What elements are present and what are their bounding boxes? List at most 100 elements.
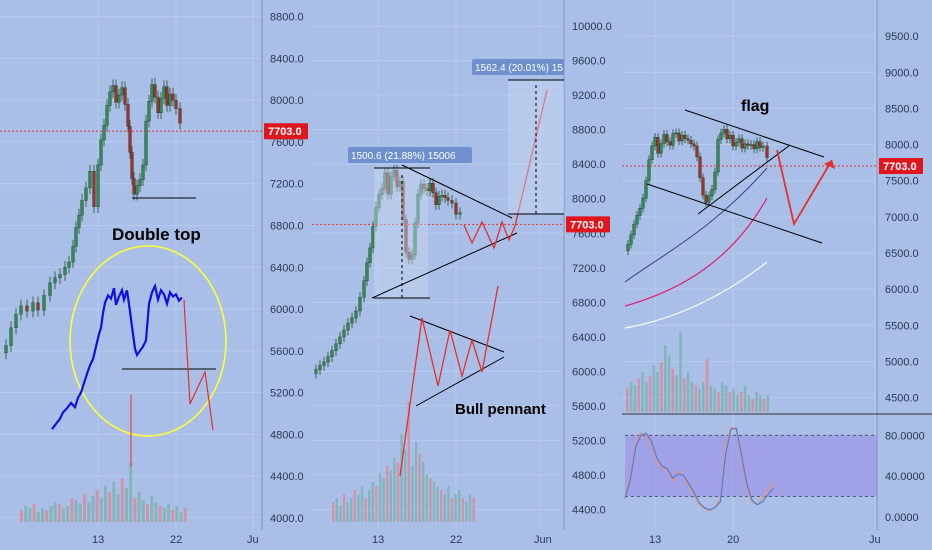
candle-body: [755, 141, 759, 150]
candle-body: [374, 207, 378, 227]
volume-bar: [759, 395, 762, 412]
oscillator-series-line: [624, 427, 774, 511]
candle-body: [454, 202, 458, 215]
volume-bar: [66, 506, 70, 522]
candle-body: [450, 200, 454, 204]
volume-bar: [679, 332, 682, 412]
volume-bar: [702, 382, 705, 412]
candle-body: [440, 195, 444, 197]
candle-body: [338, 336, 342, 345]
candle-body: [156, 96, 160, 113]
volume-bar: [694, 385, 697, 412]
price-tick-label: 8000.0: [885, 140, 919, 152]
volume-bar: [133, 498, 137, 522]
volume-bar: [146, 504, 149, 522]
candle-body: [334, 343, 338, 351]
candle-body: [53, 277, 57, 284]
candle-body: [126, 104, 130, 127]
time-tick-label: 13: [649, 534, 661, 546]
candle-body: [380, 188, 384, 195]
middle-panel: 10000.0 9600.0 9200.0 8800.0 8400.0 8000.0 760…: [312, 0, 622, 550]
oscillator-series-line: [624, 426, 774, 512]
volume-bar: [382, 478, 385, 522]
flag-label: flag: [741, 98, 769, 115]
volume-bar: [648, 375, 652, 412]
volume-bar: [104, 486, 107, 522]
panel-bg: [312, 0, 622, 550]
panel-bg: [0, 0, 312, 550]
price-tick-label: 5200.0: [270, 388, 304, 400]
measure-label-bg-left: [348, 147, 472, 163]
candle-body: [362, 280, 366, 298]
volume-bar: [141, 500, 145, 522]
volume-bar: [450, 498, 454, 522]
candle-body: [743, 143, 747, 149]
candle-body: [130, 152, 134, 179]
volume-bar: [87, 502, 91, 522]
left-panel: 8800.0 8400.0 8000.0 7600.0 7200.0 6800.0 6400…: [0, 0, 312, 550]
candle-body: [668, 141, 672, 146]
volume-bar: [721, 382, 724, 412]
volume-bar: [389, 470, 392, 522]
candle-body: [346, 322, 350, 331]
candle-body: [14, 314, 18, 329]
candle-body: [765, 145, 769, 158]
right-chart: 9500.0 9000.0 8500.0 8000.0 7500.0 7000.0 6500…: [622, 0, 932, 550]
candle-body: [686, 138, 690, 141]
price-tick-label: 6400.0: [270, 262, 304, 274]
candle-body: [758, 141, 762, 148]
projection-line: [183, 299, 214, 431]
candle-body: [734, 142, 738, 147]
candle-body: [419, 183, 423, 195]
volume-bar: [332, 502, 335, 522]
candle-body: [431, 182, 435, 193]
volume-bar: [641, 372, 644, 412]
volume-bar: [99, 498, 103, 522]
measure-label-left: 1500.6 (21.88%) 15006: [351, 151, 456, 162]
candle-body: [58, 274, 62, 278]
candle-body: [392, 169, 396, 177]
triangle-support-line: [697, 144, 791, 215]
arrow-head: [824, 160, 835, 169]
price-tick-label: 4000.0: [270, 513, 304, 525]
volume-bar: [150, 496, 154, 522]
price-label: 7703.0: [570, 219, 604, 231]
candle-body: [42, 295, 46, 311]
measure-label-bg-right: [472, 59, 564, 75]
candle-body: [71, 246, 75, 263]
candle-body: [737, 138, 741, 143]
candle-body: [165, 86, 169, 106]
candle-body: [650, 145, 654, 160]
candle-body: [132, 178, 136, 195]
candle-body: [428, 182, 432, 192]
candle-body: [722, 129, 726, 134]
volume-bar: [171, 510, 175, 522]
volume-bar: [425, 474, 428, 522]
time-tick-label: 22: [450, 534, 462, 546]
candle-body: [644, 180, 648, 199]
price-label: 7703.0: [883, 161, 917, 173]
candle-body: [99, 139, 103, 166]
volume-bar: [342, 494, 346, 522]
candle-body: [383, 172, 387, 189]
volume-bar: [339, 506, 342, 522]
candle-body: [416, 194, 420, 224]
volume-bar: [360, 486, 364, 522]
volume-bar: [78, 504, 82, 522]
volume-bar: [158, 506, 162, 522]
price-label-bg: [566, 216, 610, 233]
volume-bar: [732, 388, 735, 412]
volume-bar: [335, 498, 338, 522]
volume-bar: [747, 395, 751, 412]
price-label: 7703.0: [268, 126, 302, 138]
volume-bar: [667, 355, 671, 412]
volume-bar: [407, 402, 410, 522]
measure-box-left: [374, 168, 428, 298]
volume-bar: [364, 498, 367, 522]
price-tick-label: 9200.0: [572, 90, 606, 102]
bull-pennant-label: Bull pennant: [455, 401, 546, 418]
candle-body: [413, 222, 417, 256]
candle-body: [342, 329, 346, 338]
price-tick-label: 6800.0: [270, 221, 304, 233]
candle-body: [25, 305, 29, 312]
